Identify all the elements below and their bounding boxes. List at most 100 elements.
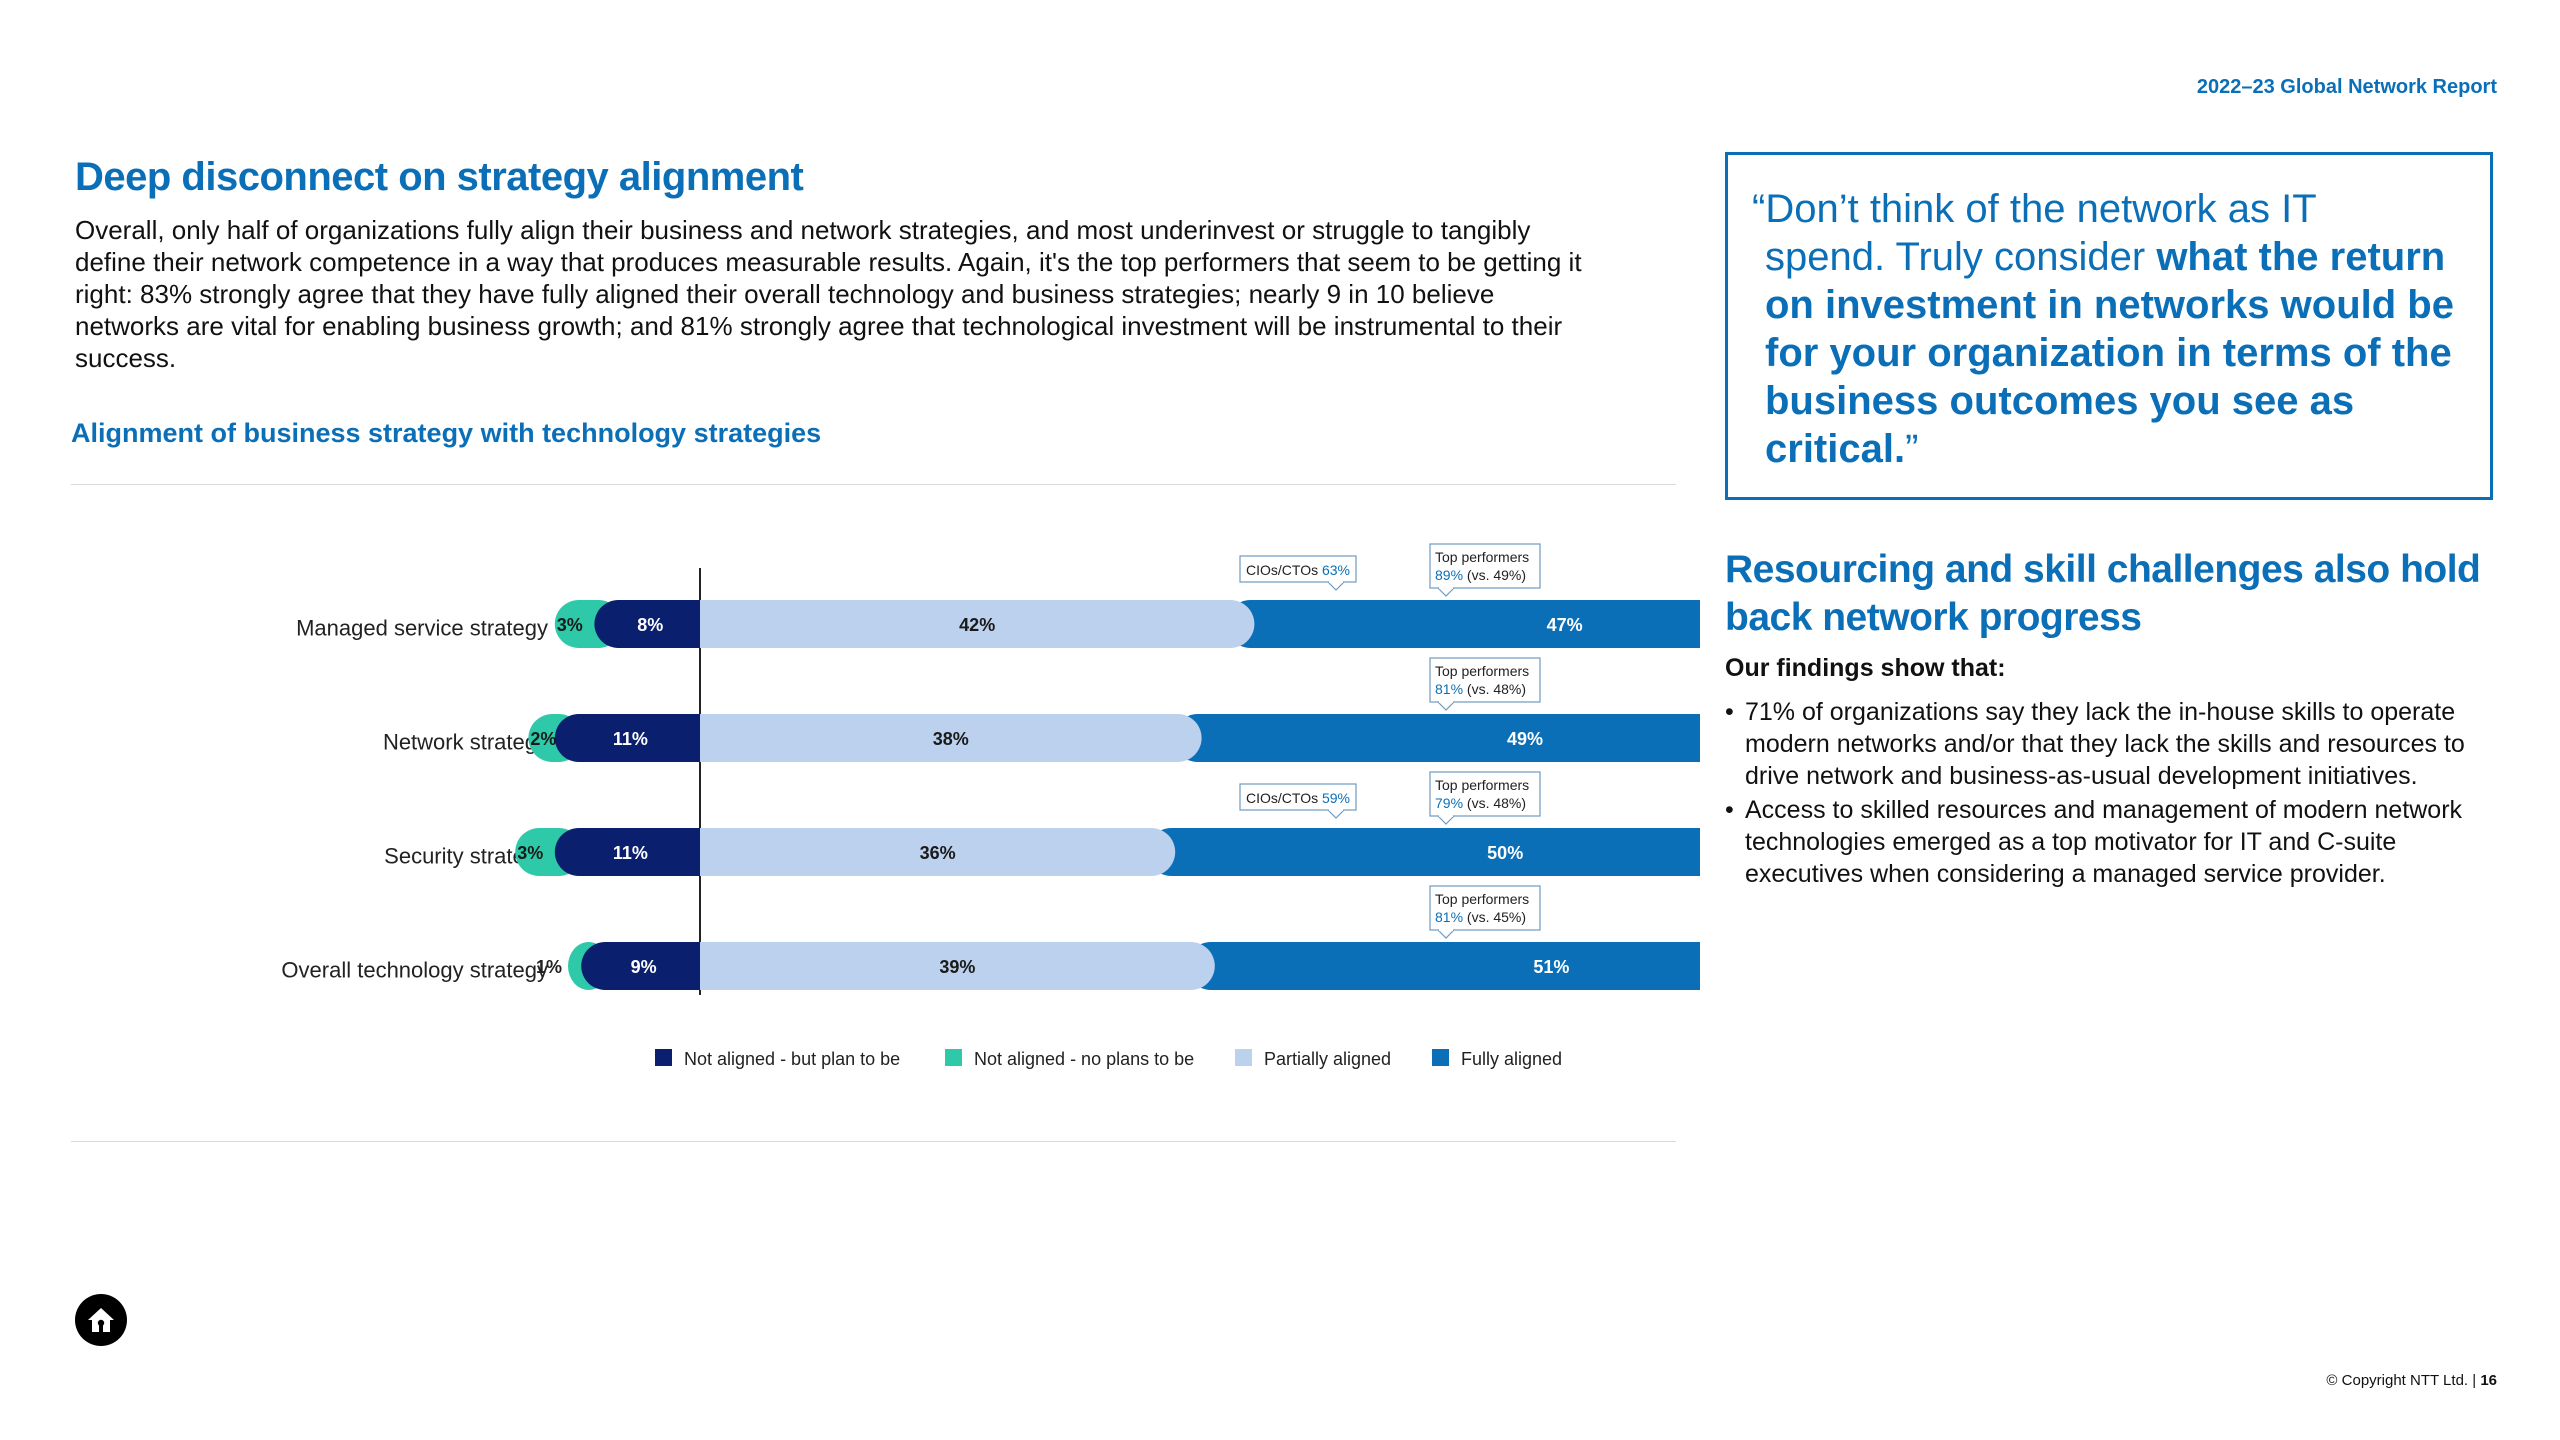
bar-partially-aligned-start bbox=[700, 942, 724, 990]
top-performer-label: Top performers bbox=[1435, 549, 1529, 565]
copyright-text: © Copyright NTT Ltd. | bbox=[2326, 1372, 2481, 1389]
plan-to-be-label: 8% bbox=[637, 615, 663, 635]
bar-plan-to-be-end bbox=[676, 600, 700, 648]
cio-label: CIOs/CTOs bbox=[1246, 562, 1322, 578]
no-plans-label: 2% bbox=[530, 729, 556, 749]
bar-fully-aligned bbox=[1147, 828, 1700, 876]
legend-label: Not aligned - no plans to be bbox=[974, 1049, 1194, 1069]
legend-swatch bbox=[1235, 1049, 1252, 1066]
list-item: • Access to skilled resources and managem… bbox=[1725, 794, 2485, 890]
bar-partially-aligned bbox=[700, 714, 1202, 762]
top-performer-value: 79% (vs. 48%) bbox=[1435, 795, 1526, 811]
bar-partially-aligned bbox=[700, 600, 1255, 648]
bar-plan-to-be bbox=[554, 828, 700, 876]
intro-paragraph: Overall, only half of organizations full… bbox=[75, 215, 1582, 373]
quote-box: “Don’t think of the network as IT spend.… bbox=[1725, 152, 2493, 500]
top-performer-comparison: (vs. 49%) bbox=[1463, 567, 1526, 583]
cio-label: CIOs/CTOs bbox=[1246, 790, 1322, 806]
top-performer-callout bbox=[1429, 885, 1541, 931]
bar-partially-aligned bbox=[700, 942, 1215, 990]
top-performer-callout bbox=[1429, 771, 1541, 817]
findings-list: • 71% of organizations say they lack the … bbox=[1725, 696, 2485, 892]
callout-pointer bbox=[1327, 809, 1345, 819]
bar-plan-to-be bbox=[554, 714, 700, 762]
list-item: • 71% of organizations say they lack the … bbox=[1725, 696, 2485, 792]
cio-value: CIOs/CTOs 59% bbox=[1246, 790, 1350, 806]
callout-pointer bbox=[1437, 587, 1455, 597]
partially-aligned-label: 38% bbox=[933, 729, 969, 749]
page-number: 16 bbox=[2480, 1372, 2497, 1389]
quote-line-1: “Don’t think of the network as IT bbox=[1752, 187, 2317, 231]
bar-fully-aligned bbox=[1173, 714, 1700, 762]
no-plans-label: 3% bbox=[557, 615, 583, 635]
finding-text: Access to skilled resources and manageme… bbox=[1745, 796, 2463, 888]
category-label: Overall technology strategy bbox=[281, 958, 548, 983]
bar-plan-to-be-end bbox=[676, 828, 700, 876]
bar-fully-aligned bbox=[1186, 942, 1700, 990]
cio-pct: 59% bbox=[1322, 790, 1350, 806]
plan-to-be-label: 9% bbox=[631, 957, 657, 977]
page-title: Deep disconnect on strategy alignment bbox=[75, 155, 804, 199]
fully-aligned-label: 47% bbox=[1547, 615, 1583, 635]
top-performer-value: 81% (vs. 45%) bbox=[1435, 909, 1526, 925]
top-performer-callout bbox=[1429, 543, 1541, 589]
top-performer-value: 81% (vs. 48%) bbox=[1435, 681, 1526, 697]
report-label: 2022–23 Global Network Report bbox=[2196, 76, 2497, 98]
home-icon bbox=[88, 1308, 114, 1332]
bullet-icon: • bbox=[1725, 698, 1734, 726]
bar-plan-to-be-end bbox=[676, 714, 700, 762]
plan-to-be-label: 11% bbox=[613, 843, 648, 863]
legend-label: Partially aligned bbox=[1264, 1049, 1391, 1069]
side-section-title: Resourcing and skill challenges also hol… bbox=[1725, 548, 2481, 639]
findings-title: Our findings show that: bbox=[1725, 654, 2006, 682]
top-performer-value: 89% (vs. 49%) bbox=[1435, 567, 1526, 583]
quote-line-2: spend. Truly consider bbox=[1765, 235, 2157, 279]
chart-top-divider bbox=[71, 484, 1676, 485]
callout-pointer bbox=[1437, 701, 1455, 711]
bar-partially-aligned bbox=[700, 828, 1176, 876]
partially-aligned-label: 42% bbox=[959, 615, 995, 635]
top-performer-comparison: (vs. 48%) bbox=[1463, 795, 1526, 811]
bullet-icon: • bbox=[1725, 796, 1734, 824]
top-performer-label: Top performers bbox=[1435, 663, 1529, 679]
partially-aligned-label: 39% bbox=[939, 957, 975, 977]
cio-pct: 63% bbox=[1322, 562, 1350, 578]
bar-partially-aligned-start bbox=[700, 600, 724, 648]
home-button[interactable] bbox=[75, 1294, 127, 1346]
category-label: Managed service strategy bbox=[296, 616, 548, 641]
bar-fully-aligned bbox=[1226, 600, 1700, 648]
no-plans-label: 1% bbox=[536, 957, 562, 977]
category-label: Network strategy bbox=[383, 730, 548, 755]
bar-plan-to-be-end bbox=[676, 942, 700, 990]
bar-plan-to-be bbox=[581, 942, 700, 990]
top-performer-pct: 81% bbox=[1435, 681, 1463, 697]
partially-aligned-label: 36% bbox=[920, 843, 956, 863]
fully-aligned-label: 49% bbox=[1507, 729, 1543, 749]
top-performer-comparison: (vs. 48%) bbox=[1463, 681, 1526, 697]
cio-callout bbox=[1239, 555, 1357, 583]
legend-swatch bbox=[655, 1049, 672, 1066]
top-performer-comparison: (vs. 45%) bbox=[1463, 909, 1526, 925]
legend-label: Fully aligned bbox=[1461, 1049, 1562, 1069]
bar-partially-aligned-start bbox=[700, 714, 724, 762]
quote-rest: spend. Truly consider what the return on… bbox=[1752, 233, 2456, 473]
legend-swatch bbox=[945, 1049, 962, 1066]
fully-aligned-label: 51% bbox=[1533, 957, 1569, 977]
top-performer-pct: 81% bbox=[1435, 909, 1463, 925]
callout-pointer bbox=[1437, 815, 1455, 825]
chart-title: Alignment of business strategy with tech… bbox=[71, 418, 822, 448]
quote-text: “Don’t think of the network as IT spend.… bbox=[1752, 185, 2456, 473]
top-performer-label: Top performers bbox=[1435, 891, 1529, 907]
top-performer-label: Top performers bbox=[1435, 777, 1529, 793]
legend-label: Not aligned - but plan to be bbox=[684, 1049, 900, 1069]
top-performer-callout bbox=[1429, 657, 1541, 703]
bar-plan-to-be bbox=[594, 600, 700, 648]
callout-pointer bbox=[1437, 929, 1455, 939]
plan-to-be-label: 11% bbox=[613, 729, 648, 749]
top-performer-pct: 79% bbox=[1435, 795, 1463, 811]
quote-close: ” bbox=[1905, 427, 1919, 471]
no-plans-label: 3% bbox=[517, 843, 543, 863]
fully-aligned-label: 50% bbox=[1487, 843, 1523, 863]
chart-bottom-divider bbox=[71, 1141, 1676, 1142]
legend-swatch bbox=[1432, 1049, 1449, 1066]
